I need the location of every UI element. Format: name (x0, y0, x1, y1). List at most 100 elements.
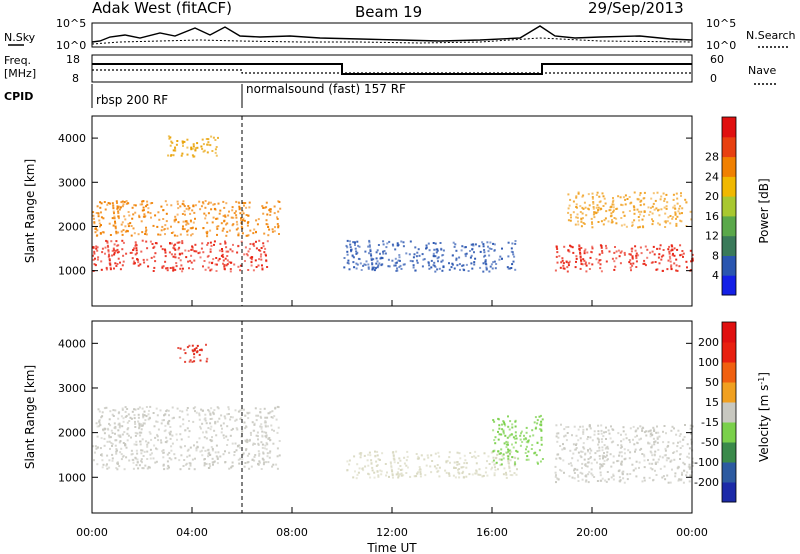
x-tick-label: 16:00 (476, 526, 508, 539)
power-colorbar-swatch (722, 136, 736, 158)
power-colorbar-tick: 8 (712, 249, 719, 262)
cpid-segment-rbsp: rbsp 200 RF (96, 93, 168, 107)
velocity-colorbar-swatch (722, 322, 736, 343)
velocity-colorbar-frame (721, 321, 737, 503)
freq-trace (92, 63, 692, 75)
velocity-ytick-label: 2000 (58, 427, 86, 440)
freq-panel: Freq. [MHz] 18 8 60 0 Nave (4, 53, 778, 85)
velocity-colorbar-tick: 100 (698, 356, 719, 369)
power-echo-region-1 (92, 200, 282, 238)
power-ytick-label: 4000 (58, 132, 86, 145)
cpid-segment-normalsound: normalsound (fast) 157 RF (246, 82, 406, 96)
power-echo-region-0 (92, 239, 269, 273)
velocity-colorbar-label: Velocity [m s-1] (757, 372, 771, 462)
power-colorbar-frame (721, 116, 737, 296)
velocity-colorbar-swatch (722, 482, 736, 503)
power-ylabel: Slant Range [km] (23, 159, 37, 263)
velocity-panel: 1000 2000 3000 4000 Slant Range [km] 200 100… (23, 320, 771, 514)
velocity-colorbar-tick: -200 (694, 476, 719, 489)
velocity-colorbar-swatch (722, 462, 736, 483)
x-tick-label: 00:00 (676, 526, 708, 539)
velocity-y-axis: 1000 2000 3000 4000 (58, 337, 692, 484)
nave-tick-low: 0 (710, 72, 717, 85)
freq-label-2: [MHz] (4, 67, 36, 80)
power-colorbar-swatch (722, 176, 736, 197)
power-colorbar-label: Power [dB] (757, 178, 771, 243)
velocity-echo-region-3 (492, 414, 544, 466)
cpid-row: CPID rbsp 200 RF normalsound (fast) 157 … (4, 82, 406, 108)
power-colorbar-swatch (722, 215, 736, 237)
nsearch-trace (91, 37, 693, 45)
date-title: 29/Sep/2013 (588, 0, 684, 17)
nsky-tick-low: 10^0 (56, 39, 86, 52)
power-colorbar-swatch (722, 117, 736, 138)
velocity-echo-region-0 (92, 405, 281, 471)
nsearch-tick-high: 10^5 (706, 17, 736, 30)
power-ytick-label: 1000 (58, 265, 86, 278)
time-axis-label: Time UT (366, 541, 417, 554)
power-echo-region-4 (554, 244, 694, 273)
x-tick-label: 04:00 (176, 526, 208, 539)
velocity-colorbar-swatch (722, 402, 736, 423)
nsky-label: N.Sky (4, 31, 36, 44)
velocity-colorbar-swatch (722, 362, 736, 383)
velocity-colorbar: 200 100 50 15 -15 -50 -100 -200 (694, 321, 737, 503)
velocity-echo-layer (92, 343, 694, 484)
velocity-colorbar-tick: -50 (701, 436, 719, 449)
power-colorbar-tick: 4 (712, 269, 719, 282)
time-x-axis: 00:00 04:00 08:00 12:00 16:00 20:00 00:00 (76, 300, 708, 539)
power-ytick-label: 3000 (58, 176, 86, 189)
power-colorbar-swatch (722, 255, 736, 276)
freq-tick-low: 8 (72, 72, 79, 85)
power-colorbar-swatch (722, 196, 736, 217)
power-panel: 1000 2000 3000 4000 Slant Range [km] 4 8 12 16… (23, 115, 771, 307)
nave-tick-high: 60 (710, 53, 724, 66)
power-colorbar-tick: 12 (705, 230, 719, 243)
velocity-echo-region-4 (554, 423, 694, 484)
beam-title: Beam 19 (355, 3, 422, 21)
power-echo-region-3 (343, 239, 517, 273)
nsearch-label: N.Search (746, 29, 796, 42)
nave-trace (92, 69, 692, 74)
power-colorbar: 4 8 12 16 20 24 28 (705, 116, 737, 296)
power-colorbar-tick: 28 (705, 151, 719, 164)
nsky-trace (91, 25, 693, 43)
velocity-colorbar-tick: 15 (705, 396, 719, 409)
power-echo-layer (92, 135, 694, 273)
power-echo-region-2 (167, 135, 219, 158)
freq-tick-high: 18 (66, 53, 80, 66)
station-title: Adak West (fitACF) (92, 0, 232, 17)
power-colorbar-tick: 16 (705, 210, 719, 223)
velocity-ytick-label: 3000 (58, 382, 86, 395)
nsky-panel: N.Sky 10^5 10^0 10^5 10^0 N.Search (4, 17, 796, 52)
power-ytick-label: 2000 (58, 220, 86, 233)
velocity-ylabel: Slant Range [km] (23, 365, 37, 469)
cpid-label: CPID (4, 90, 33, 103)
velocity-echo-region-1 (177, 343, 209, 363)
nsearch-tick-low: 10^0 (706, 39, 736, 52)
power-colorbar-swatch (722, 156, 736, 177)
power-colorbar-swatch (722, 275, 736, 296)
velocity-colorbar-tick: 200 (698, 336, 719, 349)
nsky-tick-high: 10^5 (56, 17, 86, 30)
power-colorbar-tick: 24 (705, 170, 719, 183)
velocity-colorbar-tick: -100 (694, 456, 719, 469)
velocity-colorbar-swatch (722, 442, 736, 463)
velocity-colorbar-tick: 50 (705, 376, 719, 389)
x-tick-label: 12:00 (376, 526, 408, 539)
x-tick-label: 00:00 (76, 526, 108, 539)
x-tick-label: 08:00 (276, 526, 308, 539)
freq-label-1: Freq. (4, 54, 31, 67)
velocity-colorbar-tick: -15 (701, 416, 719, 429)
x-tick-label: 20:00 (576, 526, 608, 539)
power-colorbar-tick: 20 (705, 190, 719, 203)
nave-label: Nave (748, 64, 776, 77)
velocity-ytick-label: 4000 (58, 337, 86, 350)
velocity-colorbar-swatch (722, 422, 736, 443)
velocity-colorbar-swatch (722, 382, 736, 403)
power-echo-region-5 (567, 191, 693, 229)
power-colorbar-swatch (722, 235, 736, 256)
velocity-colorbar-swatch (722, 342, 736, 363)
power-y-axis: 1000 2000 3000 4000 (58, 132, 692, 278)
